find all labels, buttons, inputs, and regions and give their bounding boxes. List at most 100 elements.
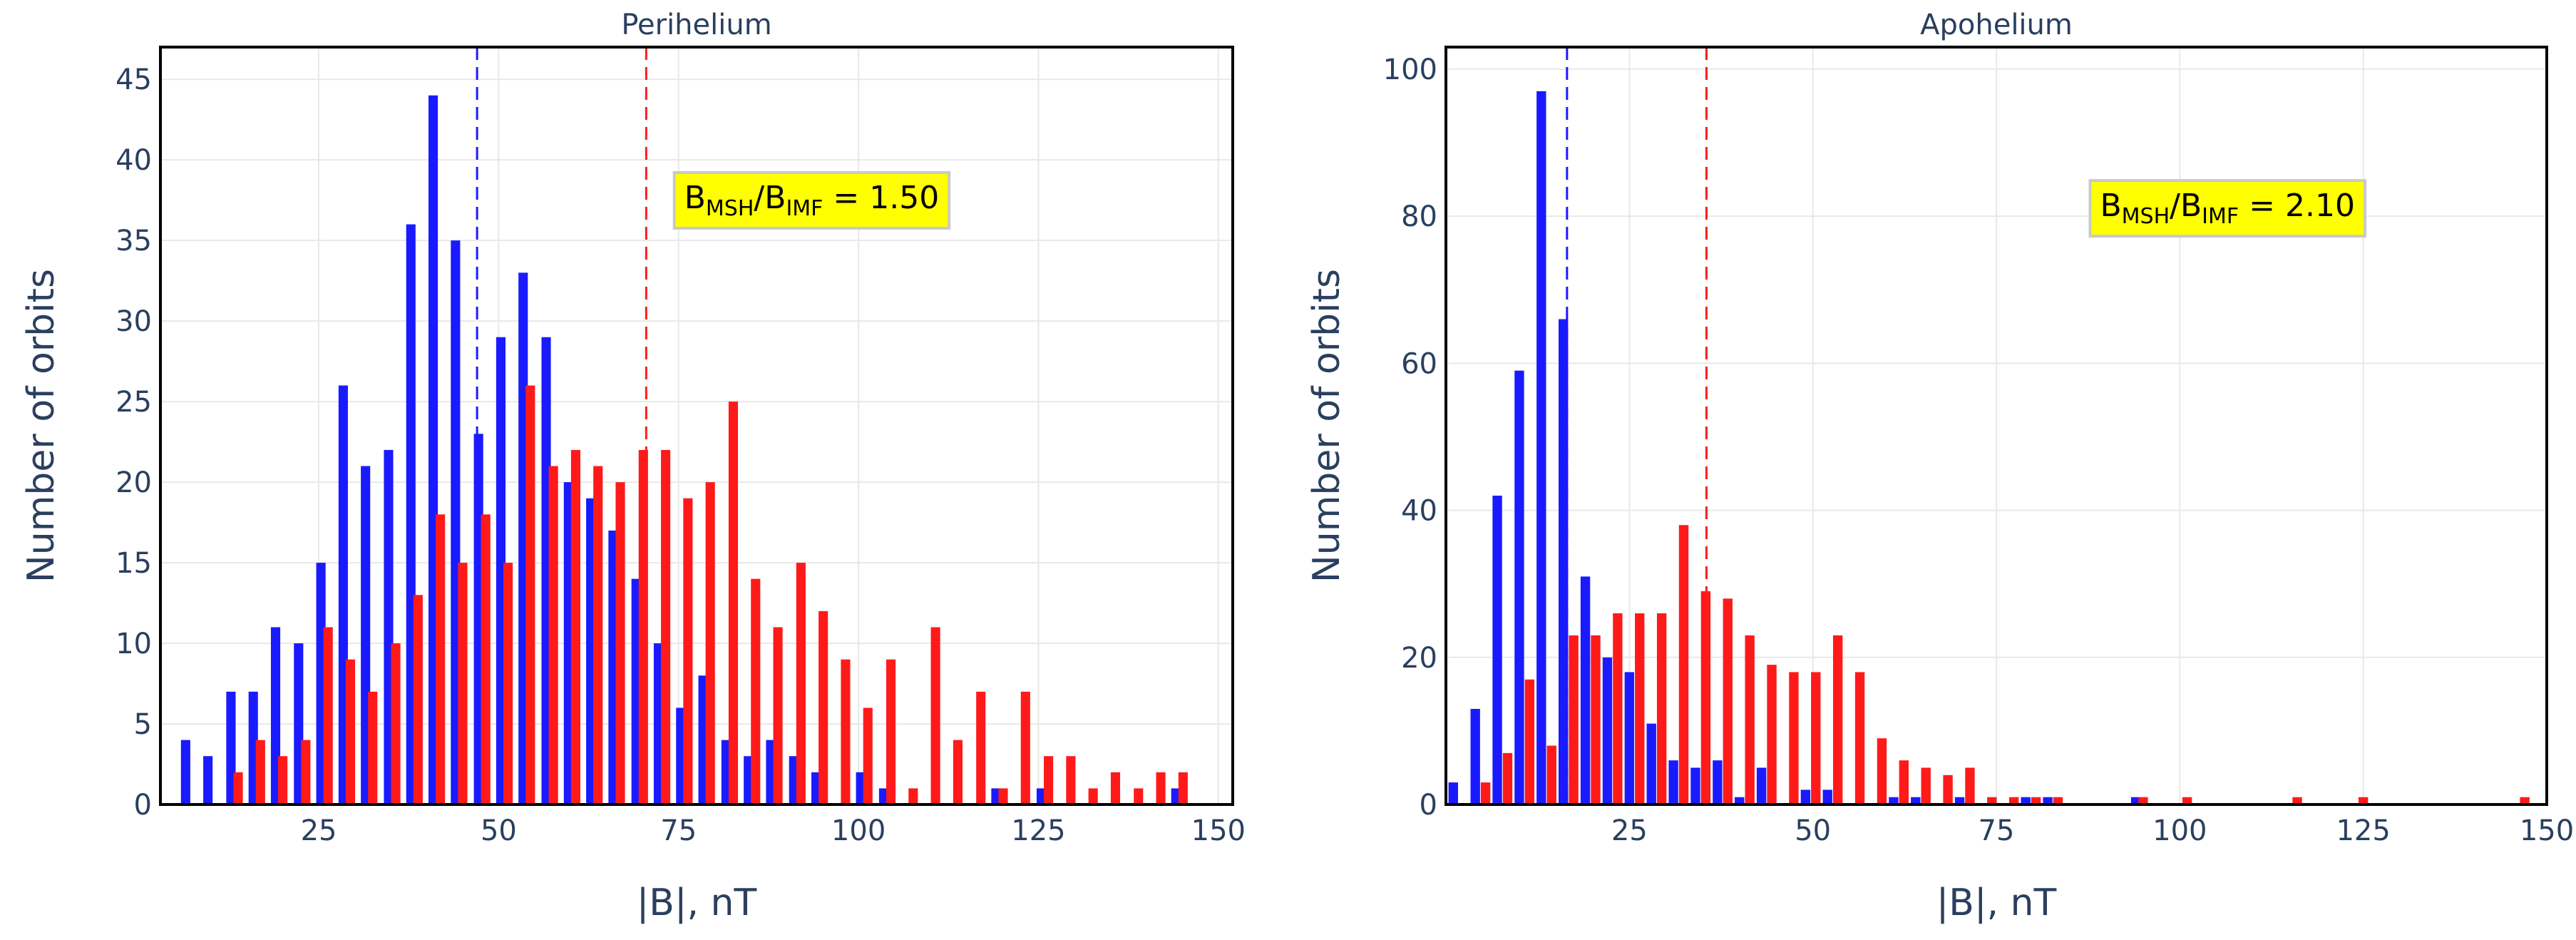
bar xyxy=(2043,797,2053,804)
bar xyxy=(316,563,326,804)
bar xyxy=(294,643,304,804)
bar xyxy=(1646,723,1656,804)
chart-title: Apohelium xyxy=(1920,9,2073,41)
bar xyxy=(226,691,236,804)
bar xyxy=(1965,767,1975,804)
x-tick-label: 125 xyxy=(2336,814,2390,847)
bar xyxy=(1502,752,1513,804)
bar xyxy=(653,643,664,804)
bar xyxy=(1156,772,1166,804)
y-tick-label: 20 xyxy=(116,466,152,499)
y-tick-label: 0 xyxy=(134,789,152,822)
bar xyxy=(953,740,963,804)
y-tick-label: 5 xyxy=(134,708,152,741)
bar xyxy=(2053,797,2063,804)
bar xyxy=(811,772,821,804)
y-tick-label: 80 xyxy=(1401,200,1437,233)
bar xyxy=(518,272,528,804)
bar xyxy=(1020,691,1030,804)
bar xyxy=(384,449,394,804)
bar xyxy=(1745,635,1755,804)
bar xyxy=(1546,745,1556,804)
bar xyxy=(436,514,446,804)
bar xyxy=(248,691,258,804)
bar xyxy=(908,788,918,804)
bar xyxy=(1832,635,1843,804)
bar xyxy=(676,707,686,804)
x-tick-label: 100 xyxy=(2152,814,2207,847)
bar xyxy=(570,449,580,804)
bar xyxy=(2021,797,2031,804)
bar xyxy=(1559,319,1569,805)
bar xyxy=(2520,797,2530,804)
bar xyxy=(525,385,535,804)
y-tick-label: 60 xyxy=(1401,347,1437,380)
y-tick-label: 30 xyxy=(116,305,152,338)
bar xyxy=(1613,613,1623,804)
bar xyxy=(406,224,416,804)
plot-frame xyxy=(159,46,1234,806)
bar xyxy=(2182,797,2192,804)
bar xyxy=(391,643,401,804)
bar xyxy=(503,563,513,804)
bar xyxy=(991,788,1001,804)
chart-panel-2: 25 50 75 100 125 150 0 20 40 60 80 100 Apohelium |B|,… xyxy=(1305,9,2574,924)
bar xyxy=(2031,797,2041,804)
bar xyxy=(1110,772,1121,804)
bar xyxy=(1678,525,1689,804)
bar xyxy=(2130,797,2141,804)
y-axis-label: Number of orbits xyxy=(1305,269,1348,583)
bar xyxy=(481,514,491,804)
bar xyxy=(1624,672,1635,804)
y-tick-label: 35 xyxy=(116,225,152,257)
bar xyxy=(345,659,356,804)
y-tick-label: 40 xyxy=(1401,495,1437,528)
bar xyxy=(930,627,940,804)
bar xyxy=(744,756,754,804)
bar xyxy=(1899,760,1909,804)
bar xyxy=(2009,797,2019,804)
bar xyxy=(586,498,596,804)
bar xyxy=(1580,576,1591,804)
bar xyxy=(721,740,731,804)
bar xyxy=(413,595,423,804)
bar xyxy=(1044,756,1054,804)
bar xyxy=(1569,635,1579,804)
bar xyxy=(301,740,311,804)
bar xyxy=(615,482,625,804)
bar xyxy=(1448,782,1458,804)
bar xyxy=(361,466,371,804)
bar xyxy=(338,385,348,804)
bar xyxy=(1492,495,1502,804)
bar xyxy=(323,627,333,804)
bar xyxy=(270,627,281,804)
bar xyxy=(1668,760,1678,804)
bar xyxy=(1789,672,1799,804)
bar xyxy=(458,563,468,804)
x-tick-label: 150 xyxy=(2520,814,2574,847)
bar xyxy=(766,740,776,804)
bar xyxy=(751,578,761,804)
bar xyxy=(1889,797,1899,804)
ratio-annotation: BMSH/BIMF = 2.10 xyxy=(2100,188,2355,229)
bar xyxy=(976,691,986,804)
bar xyxy=(1178,772,1188,804)
bar xyxy=(1800,790,1811,804)
ratio-annotation: BMSH/BIMF = 1.50 xyxy=(684,180,940,221)
bar xyxy=(1811,672,1821,804)
bar xyxy=(1036,788,1047,804)
bar xyxy=(1822,790,1832,804)
bar xyxy=(1767,665,1777,804)
bar xyxy=(819,611,828,804)
bar xyxy=(863,707,873,804)
x-tick-label: 150 xyxy=(1191,814,1246,847)
bar xyxy=(698,675,708,804)
y-tick-label: 45 xyxy=(116,63,152,96)
bar xyxy=(1134,788,1144,804)
bar xyxy=(1921,767,1931,804)
bar xyxy=(878,788,889,804)
bar xyxy=(1690,767,1700,804)
bar xyxy=(789,756,799,804)
x-tick-label: 75 xyxy=(660,814,697,847)
bar xyxy=(1877,738,1887,804)
